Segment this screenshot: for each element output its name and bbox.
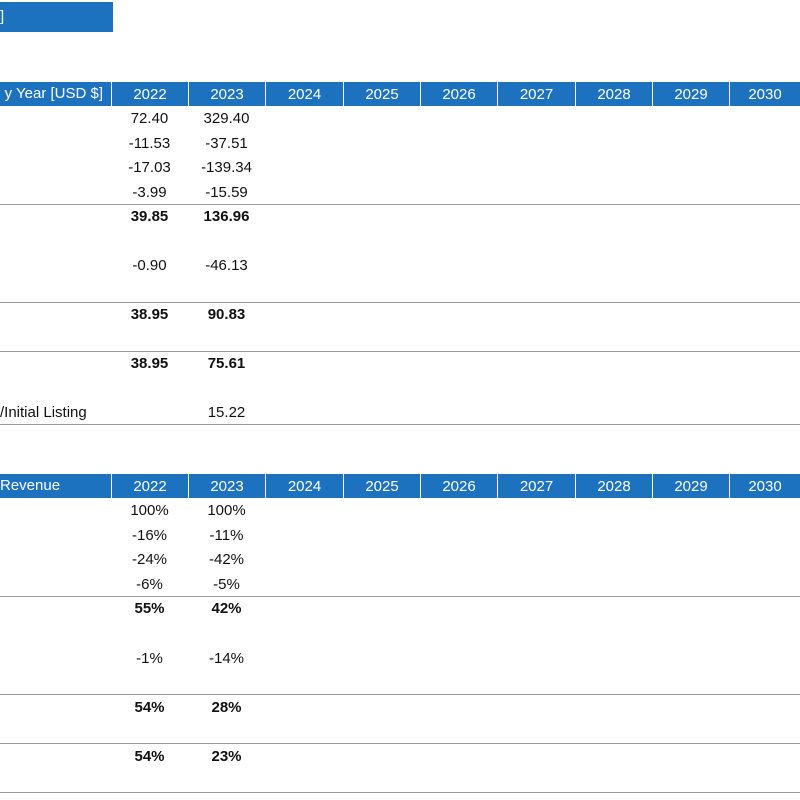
table1-cell-2022: -11.53 <box>128 135 171 152</box>
table1-row-listing: /Initial Listing 15.22 <box>0 401 800 425</box>
table1-row: -3.99 -15.59 <box>0 181 800 205</box>
table2-cell-2023: 100% <box>207 502 246 519</box>
table2-bottom-rule <box>0 792 800 793</box>
table1-year-2026: 2026 <box>420 82 497 106</box>
table2-divider <box>0 694 800 695</box>
table1-header: y Year [USD $] 2022 2023 2024 2025 2026 … <box>0 82 800 106</box>
table1-year-2025: 2025 <box>343 82 420 106</box>
table2-year-2029: 2029 <box>652 474 729 498</box>
table2-cell-2023: -42% <box>208 551 245 568</box>
sheet-title-banner: ] <box>0 2 113 32</box>
table2-cell-2023: -14% <box>208 650 245 667</box>
table2-divider <box>0 596 800 597</box>
table1-row-subtotal: 38.95 90.83 <box>0 303 800 327</box>
table1-divider <box>0 302 800 303</box>
table1-cell-2023: 329.40 <box>203 110 250 127</box>
table1-year-2029: 2029 <box>652 82 729 106</box>
table2-cell-2023: 28% <box>211 699 242 716</box>
table2-year-2022: 2022 <box>111 474 188 498</box>
table2-year-2027: 2027 <box>497 474 575 498</box>
table1-cell-2022: 38.95 <box>130 355 169 372</box>
table1-row: 72.40 329.40 <box>0 107 800 131</box>
table2-cell-2023: 23% <box>211 748 242 765</box>
table2-cell-2023: -11% <box>209 527 244 544</box>
table1-cell-2023: 75.61 <box>207 355 246 372</box>
table1-divider <box>0 351 800 352</box>
table2-cell-2022: -6% <box>136 576 163 593</box>
table2-year-2025: 2025 <box>343 474 420 498</box>
sheet-title-text: ] <box>0 8 5 25</box>
table1-row-subtotal: 39.85 136.96 <box>0 205 800 229</box>
table1-cell-2023: 136.96 <box>203 208 250 225</box>
table1-cell-2023: 90.83 <box>207 306 246 323</box>
table1-row-label: /Initial Listing <box>0 404 87 421</box>
table2-cell-2022: 54% <box>134 699 165 716</box>
table2-header: Revenue 2022 2023 2024 2025 2026 2027 20… <box>0 474 800 498</box>
table2-cell-2022: -24% <box>131 551 168 568</box>
table2-cell-2022: 100% <box>130 502 169 519</box>
table1-cell-2023: -139.34 <box>201 159 252 176</box>
table2-cell-2022: -1% <box>136 650 163 667</box>
table1-row: -11.53 -37.51 <box>0 132 800 156</box>
table2-row-subtotal: 54% 28% <box>0 696 800 720</box>
table1-header-label: y Year [USD $] <box>4 85 103 102</box>
table2-year-2030: 2030 <box>729 474 800 498</box>
table2-year-2028: 2028 <box>575 474 652 498</box>
table1-cell-2022: 72.40 <box>130 110 169 127</box>
table2-cell-2023: -5% <box>213 576 240 593</box>
table1-cell-2023: -46.13 <box>205 257 248 274</box>
table1-cell-2022: -17.03 <box>128 159 171 176</box>
table2-row-total: 54% 23% <box>0 745 800 769</box>
table1-cell-2022: 38.95 <box>130 306 169 323</box>
table1-cell-2022 <box>111 401 188 425</box>
table2-row-subtotal: 55% 42% <box>0 597 800 621</box>
table1-row-total: 38.95 75.61 <box>0 352 800 376</box>
table2-divider <box>0 743 800 744</box>
table1-cell-2023: -37.51 <box>205 135 248 152</box>
table2-cell-2023: 42% <box>211 600 242 617</box>
table1-cell-2022: 39.85 <box>130 208 169 225</box>
table2-year-2023: 2023 <box>188 474 265 498</box>
table1-year-2023: 2023 <box>188 82 265 106</box>
table1-cell-2023: 15.22 <box>207 404 246 421</box>
table2-row: -16% -11% <box>0 524 800 548</box>
table1-year-2024: 2024 <box>265 82 343 106</box>
table2-year-2024: 2024 <box>265 474 343 498</box>
table2-row: 100% 100% <box>0 499 800 523</box>
table1-year-2027: 2027 <box>497 82 575 106</box>
table2-year-2026: 2026 <box>420 474 497 498</box>
table1-year-2022: 2022 <box>111 82 188 106</box>
table1-cell-2022: -0.90 <box>132 257 167 274</box>
table1-year-2030: 2030 <box>729 82 800 106</box>
table1-bottom-rule <box>0 424 800 425</box>
table2-row: -6% -5% <box>0 573 800 597</box>
table2-cell-2022: -16% <box>131 527 168 544</box>
table1-cell-2022: -3.99 <box>132 184 167 201</box>
table2-header-label: Revenue <box>0 477 61 494</box>
table1-cell-2023: -15.59 <box>205 184 248 201</box>
table1-divider <box>0 204 800 205</box>
table2-row: -1% -14% <box>0 647 800 671</box>
table1-row: -0.90 -46.13 <box>0 254 800 278</box>
table1-row: -17.03 -139.34 <box>0 156 800 180</box>
table2-cell-2022: 54% <box>134 748 165 765</box>
table2-row: -24% -42% <box>0 548 800 572</box>
table2-cell-2022: 55% <box>134 600 165 617</box>
table1-year-2028: 2028 <box>575 82 652 106</box>
